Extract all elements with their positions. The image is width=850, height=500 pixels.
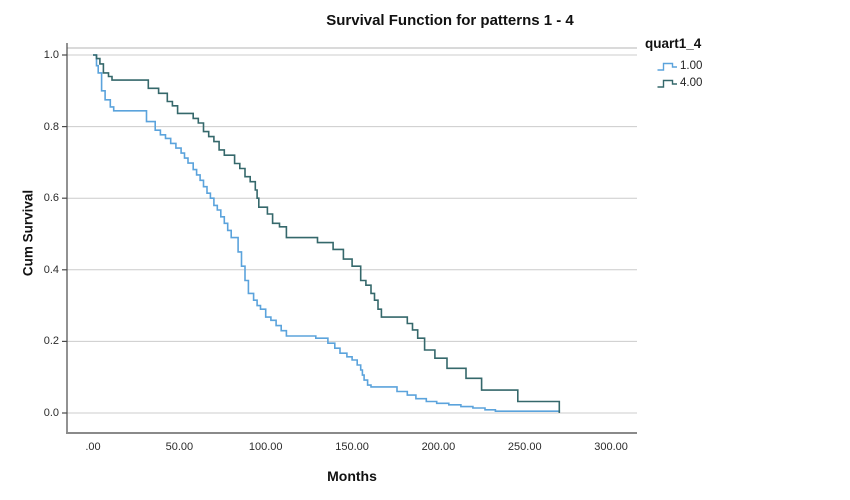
legend-step-icon [657, 79, 677, 88]
x-tick-label: 50.00 [165, 441, 194, 453]
y-tick-label: 0.0 [43, 407, 59, 419]
x-tick-label: 100.00 [248, 441, 283, 453]
legend-entries: 1.00 4.00 [645, 57, 702, 91]
survival-curve-4.00 [93, 54, 561, 413]
x-tick-label: 200.00 [421, 441, 456, 453]
x-axis-title: Months [327, 468, 377, 484]
legend-entry-1.00: 1.00 [645, 57, 702, 74]
y-tick-label: 1.0 [43, 49, 59, 61]
legend-entry-4.00: 4.00 [645, 74, 702, 91]
chart-title: Survival Function for patterns 1 - 4 [326, 12, 574, 29]
legend-entry-label: 4.00 [680, 76, 703, 89]
legend: quart1_4 1.00 4.00 [645, 36, 702, 91]
legend-step-icon [657, 62, 677, 71]
y-tick-label: 0.2 [43, 335, 59, 348]
x-tick-label: 250.00 [507, 441, 542, 453]
y-tick-label: 0.4 [43, 263, 59, 276]
y-tick-label: 0.8 [43, 120, 59, 133]
y-tick-label: 0.6 [43, 192, 59, 205]
x-tick-label: 150.00 [335, 441, 369, 453]
x-tick-label: 300.00 [594, 441, 628, 453]
legend-title: quart1_4 [645, 36, 702, 51]
survival-curve-1.00 [93, 54, 561, 412]
x-tick-label: .00 [85, 441, 101, 453]
legend-entry-label: 1.00 [680, 59, 703, 72]
